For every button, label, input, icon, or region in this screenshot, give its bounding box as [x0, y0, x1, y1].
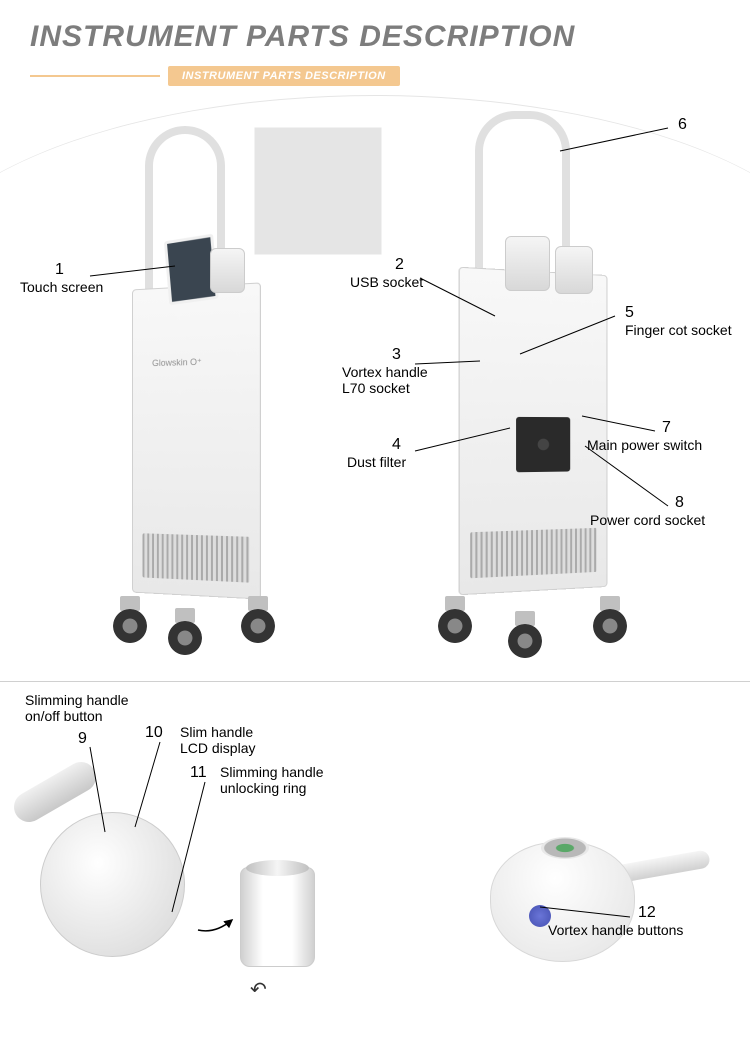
callout-num: 10 — [145, 724, 163, 741]
slim-handle — [40, 812, 185, 957]
main-title: INSTRUMENT PARTS DESCRIPTION — [30, 20, 720, 54]
callout-8: 8 Power cord socket — [675, 494, 705, 528]
callout-num: 9 — [78, 730, 87, 747]
callout-label: Finger cot socket — [625, 322, 732, 338]
subtitle-line — [30, 75, 160, 77]
callout-11-label: Slimming handle unlocking ring — [220, 764, 324, 796]
main-diagram: Glowskin O⁺ 1 Touch screen 2 USB socket — [0, 106, 750, 676]
callout-9: 9 — [78, 730, 87, 748]
callout-label: Dust filter — [347, 454, 406, 470]
callout-label: Vortex handle L70 socket — [342, 364, 428, 396]
machine-front: Glowskin O⁺ — [132, 282, 261, 599]
callout-num: 8 — [675, 494, 684, 511]
wheel — [438, 609, 472, 643]
callout-3: 3 Vortex handle L70 socket — [392, 346, 428, 396]
callout-num: 7 — [662, 419, 671, 436]
subtitle-bar: INSTRUMENT PARTS DESCRIPTION — [30, 66, 720, 86]
subtitle-pill: INSTRUMENT PARTS DESCRIPTION — [168, 66, 400, 86]
header: INSTRUMENT PARTS DESCRIPTION INSTRUMENT … — [0, 0, 750, 86]
callout-label: Power cord socket — [590, 512, 705, 528]
callout-11: 11 — [190, 764, 207, 782]
callout-label: Main power switch — [587, 437, 702, 453]
fan-panel — [516, 417, 570, 472]
callout-10: 10 — [145, 724, 163, 742]
callout-num: 12 — [638, 904, 656, 921]
wheel — [113, 609, 147, 643]
rotate-arrow-icon: ↶ — [250, 977, 267, 1002]
unlocking-ring — [240, 867, 315, 967]
attachment-right — [505, 236, 550, 291]
callout-10-label: Slim handle LCD display — [180, 724, 255, 756]
callout-num: 5 — [625, 304, 634, 321]
callout-7: 7 Main power switch — [662, 419, 702, 453]
attachment-right-2 — [555, 246, 593, 294]
callout-4: 4 Dust filter — [392, 436, 406, 470]
callout-label: Touch screen — [20, 279, 103, 295]
vortex-ring — [541, 837, 589, 859]
callout-label: USB socket — [350, 274, 423, 290]
callout-1: 1 Touch screen — [55, 261, 103, 295]
callout-6: 6 — [678, 116, 687, 134]
vortex-cable — [619, 849, 711, 882]
brand-label: Glowskin O⁺ — [152, 357, 202, 369]
callout-num: 4 — [392, 436, 401, 453]
callout-num: 2 — [395, 256, 404, 273]
wheel — [593, 609, 627, 643]
callout-num: 3 — [392, 346, 401, 363]
callout-num: 6 — [678, 116, 687, 133]
wheel — [168, 621, 202, 655]
callout-12: 12 Vortex handle buttons — [638, 904, 683, 938]
vent-left — [143, 533, 250, 582]
attachment-left — [210, 248, 245, 293]
callout-9-label: Slimming handle on/off button — [25, 692, 129, 724]
vent-right — [470, 528, 597, 578]
wheel — [241, 609, 275, 643]
vortex-handle — [490, 842, 635, 962]
bottom-diagram: ↶ Slimming handle on/off button 9 10 Sli… — [0, 681, 750, 1051]
callout-num: 1 — [55, 261, 64, 278]
callout-num: 11 — [190, 764, 207, 781]
machine-back — [459, 267, 608, 596]
callout-lines — [0, 106, 750, 686]
callout-2: 2 USB socket — [395, 256, 423, 290]
callout-5: 5 Finger cot socket — [625, 304, 732, 338]
callout-label: Vortex handle buttons — [548, 922, 683, 938]
wheel — [508, 624, 542, 658]
